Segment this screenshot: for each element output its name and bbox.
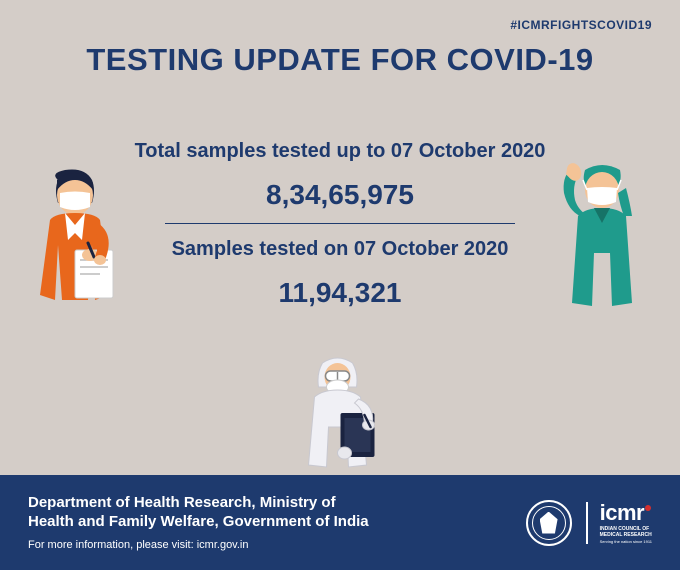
page-title: TESTING UPDATE FOR COVID-19 xyxy=(0,42,680,78)
stats-divider xyxy=(165,223,515,224)
ppe-worker-illustration xyxy=(293,355,388,475)
surgeon-illustration xyxy=(550,158,655,323)
department-name: Department of Health Research, Ministry … xyxy=(28,494,526,532)
icmr-full-name: INDIAN COUNCIL OFMEDICAL RESEARCH xyxy=(600,526,652,538)
icmr-logo: icmr INDIAN COUNCIL OFMEDICAL RESEARCH S… xyxy=(586,502,652,544)
footer-text-block: Department of Health Research, Ministry … xyxy=(28,494,526,552)
icmr-tagline: Serving the nation since 1911 xyxy=(600,539,652,544)
footer: Department of Health Research, Ministry … xyxy=(0,475,680,570)
footer-logos: icmr INDIAN COUNCIL OFMEDICAL RESEARCH S… xyxy=(526,500,652,546)
more-info-text: For more information, please visit: icmr… xyxy=(28,539,526,551)
icmr-logo-text: icmr xyxy=(600,502,651,524)
hashtag: #ICMRFIGHTSCOVID19 xyxy=(510,18,652,32)
govt-emblem-icon xyxy=(526,500,572,546)
nurse-illustration xyxy=(20,165,135,320)
